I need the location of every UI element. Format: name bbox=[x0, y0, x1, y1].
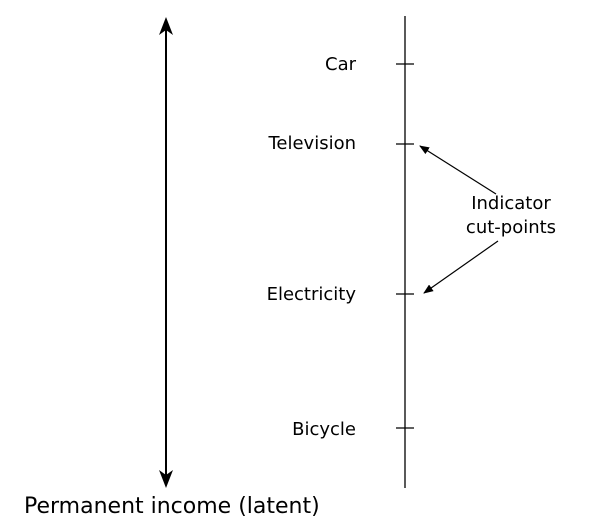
latent-axis-top-arrowhead bbox=[159, 17, 173, 35]
annotation-arrow-to-television bbox=[419, 145, 497, 195]
annotation-line-2: cut-points bbox=[465, 217, 557, 238]
annotation-arrow-to-electricity bbox=[423, 240, 499, 294]
annotation-line-1: Indicator bbox=[471, 193, 551, 214]
cut-points-annotation: Indicator cut-points bbox=[441, 192, 581, 240]
indicator-label-car: Car bbox=[325, 54, 356, 75]
indicator-label-television: Television bbox=[268, 133, 356, 154]
indicator-label-electricity: Electricity bbox=[266, 284, 356, 305]
latent-axis-label: Permanent income (latent) bbox=[24, 494, 320, 519]
indicator-label-bicycle: Bicycle bbox=[292, 419, 356, 440]
latent-axis-bottom-arrowhead bbox=[159, 470, 173, 488]
